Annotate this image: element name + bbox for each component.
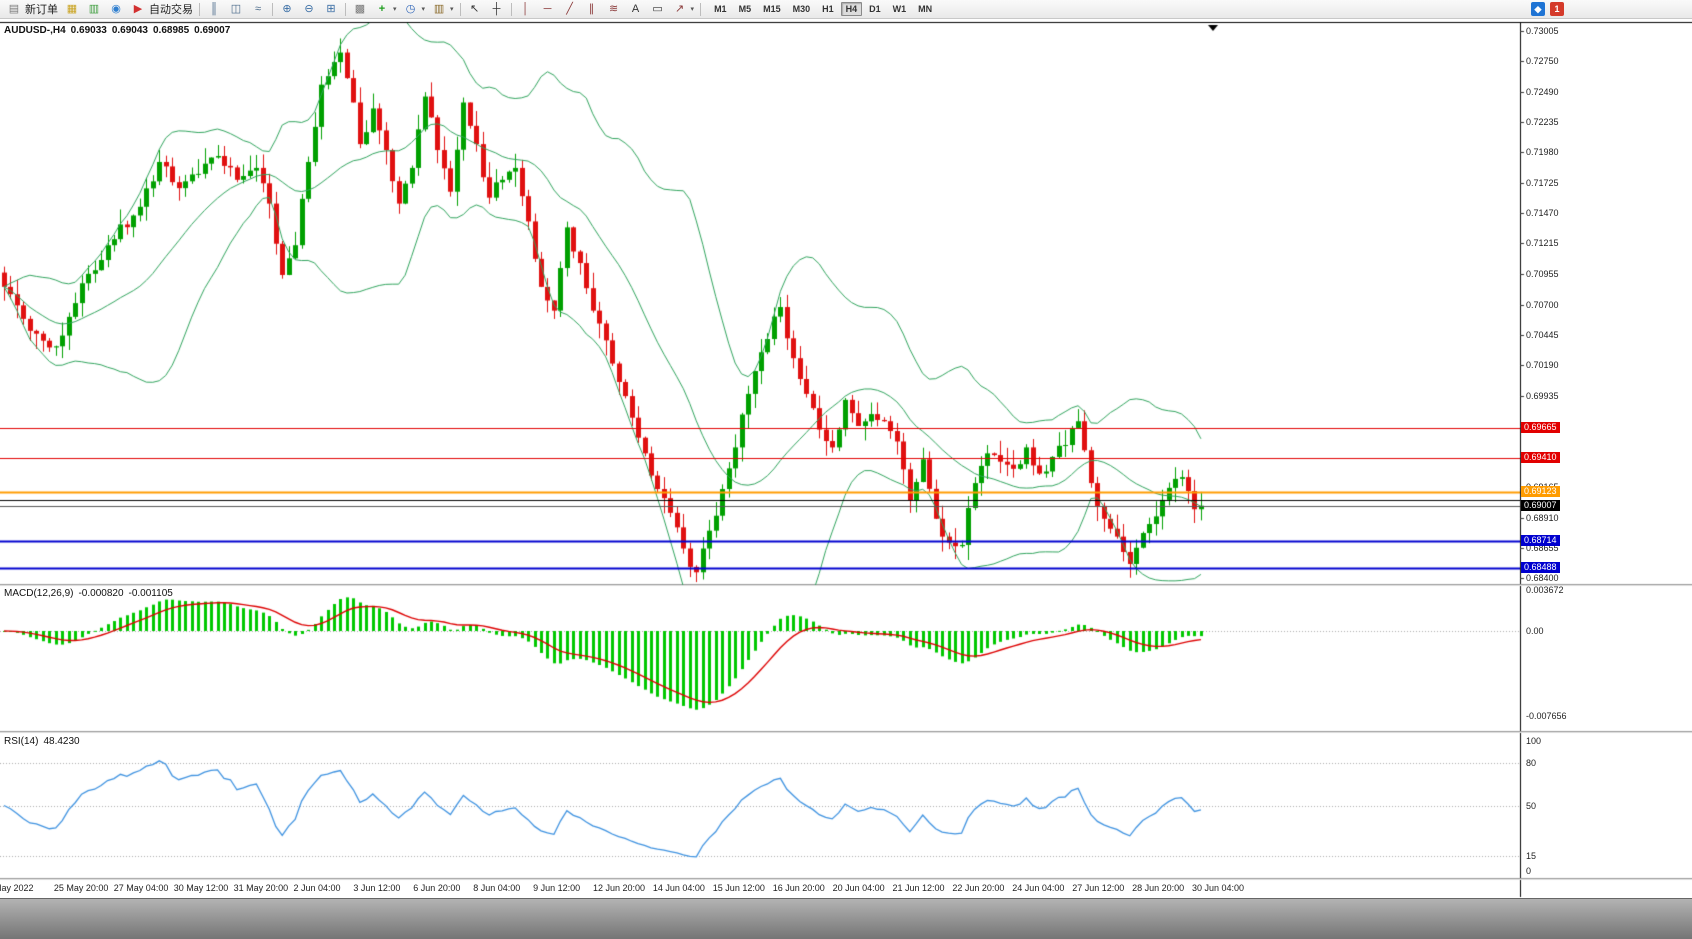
fibonacci-button[interactable]: ≋ — [603, 1, 625, 18]
trendline-icon: ╱ — [566, 3, 573, 15]
data-window-icon: ▥ — [88, 3, 100, 15]
autotrade-icon: ▶ — [133, 3, 143, 15]
candlestick-chart-button[interactable]: ◫ — [225, 1, 247, 18]
horizontal-line-icon: ─ — [543, 3, 552, 15]
tile-windows-button[interactable]: ⊞ — [320, 1, 342, 18]
zoom-in-button[interactable]: ⊕ — [276, 1, 298, 18]
timeframe-h1-button[interactable]: H1 — [822, 4, 834, 14]
periods-button[interactable]: ◷ ▾ — [400, 1, 429, 18]
new-order-button[interactable]: ▤ 新订单 — [3, 1, 61, 18]
bar-chart-button[interactable]: ║ — [203, 1, 225, 18]
vertical-line-button[interactable]: │ — [515, 1, 537, 18]
indicators-button[interactable]: + ▾ — [371, 1, 400, 18]
market-watch-button[interactable]: ▦ — [61, 1, 83, 18]
line-chart-button[interactable]: ≈ — [247, 1, 269, 18]
bar-chart-icon: ║ — [210, 3, 218, 15]
trendline-button[interactable]: ╱ — [559, 1, 581, 18]
vertical-line-icon: │ — [522, 3, 529, 15]
timeframe-mn-button[interactable]: MN — [918, 4, 933, 14]
autotrade-button[interactable]: ▶ 自动交易 — [127, 1, 196, 18]
toolbar-separator — [199, 2, 200, 16]
dropdown-caret-icon[interactable]: ▾ — [421, 6, 426, 13]
timeframe-m5-button[interactable]: M5 — [738, 4, 752, 14]
toolbar-separator — [272, 2, 273, 16]
timeframe-m15-button[interactable]: M15 — [763, 4, 781, 14]
candlestick-chart-icon: ◫ — [230, 3, 242, 15]
timeframe-m30-button[interactable]: M30 — [792, 4, 811, 14]
notification-badge[interactable]: 1 — [1550, 2, 1564, 16]
templates-button[interactable]: ▥ ▾ — [428, 1, 457, 18]
tile-windows-icon: ⊞ — [326, 3, 336, 15]
cursor-button[interactable]: ↖ — [464, 1, 486, 18]
text-icon: A — [631, 3, 640, 15]
zoom-in-icon: ⊕ — [282, 3, 292, 15]
timeframe-h4-button[interactable]: H4 — [840, 2, 863, 16]
market-watch-icon: ▦ — [66, 3, 78, 15]
label-button[interactable]: ▭ — [647, 1, 669, 18]
dropdown-caret-icon[interactable]: ▾ — [690, 6, 695, 13]
fibonacci-icon: ≋ — [608, 3, 619, 15]
arrow-shapes-icon: ↗ — [674, 3, 685, 15]
toolbar: ◆ 1 ▤ 新订单 ▦ ▥ ◉ ▶ 自动交易 ║ ◫ ≈ ⊕ ⊖ ⊞ ▩ + ▾ ◷ ▾ ▥ ▾ ↖ ┼ │ ─ ╱ ∥ ≋ A ▭ ↗ ▾ M… — [0, 0, 1692, 19]
text-button[interactable]: A — [625, 1, 647, 18]
clock-icon: ◷ — [405, 3, 416, 15]
window-bottom-strip — [0, 898, 1692, 939]
data-window-button[interactable]: ▥ — [83, 1, 105, 18]
template-icon: ▥ — [433, 3, 445, 15]
zoom-out-button[interactable]: ⊖ — [298, 1, 320, 18]
sound-icon: ◉ — [111, 3, 121, 15]
dropdown-caret-icon[interactable]: ▾ — [393, 6, 397, 13]
channel-icon: ∥ — [588, 3, 595, 15]
toolbar-separator — [345, 2, 346, 16]
channel-button[interactable]: ∥ — [581, 1, 603, 18]
sound-button[interactable]: ◉ — [105, 1, 127, 18]
new-order-icon: ▤ — [8, 3, 20, 15]
add-indicator-icon: + — [378, 3, 386, 15]
new-order-button-label: 新订单 — [25, 4, 58, 16]
dropdown-caret-icon[interactable]: ▾ — [450, 6, 454, 13]
horizontal-line-button[interactable]: ─ — [537, 1, 559, 18]
community-icon[interactable]: ◆ — [1531, 2, 1545, 16]
toolbar-separator — [459, 2, 461, 16]
autotrade-button-label: 自动交易 — [149, 4, 193, 16]
crosshair-icon: ┼ — [492, 3, 501, 15]
timeframe-w1-button[interactable]: W1 — [892, 4, 907, 14]
toolbar-separator — [700, 2, 702, 16]
label-icon: ▭ — [652, 3, 663, 15]
arrange-charts-icon: ▩ — [354, 3, 366, 15]
toolbar-separator — [510, 2, 512, 16]
crosshair-button[interactable]: ┼ — [486, 1, 508, 18]
line-chart-icon: ≈ — [254, 3, 262, 15]
toolbar-right-icons: ◆ 1 — [1531, 2, 1564, 16]
arrange-charts-button[interactable]: ▩ — [349, 1, 371, 18]
zoom-out-icon: ⊖ — [304, 3, 314, 15]
arrows-button[interactable]: ↗ ▾ — [669, 1, 698, 18]
timeframe-d1-button[interactable]: D1 — [869, 4, 881, 14]
cursor-icon: ↖ — [469, 3, 480, 15]
timeframe-toolbar: M1 M5 M15 M30 H1 H4 D1 W1 MN — [708, 2, 938, 16]
timeframe-m1-button[interactable]: M1 — [714, 4, 727, 14]
